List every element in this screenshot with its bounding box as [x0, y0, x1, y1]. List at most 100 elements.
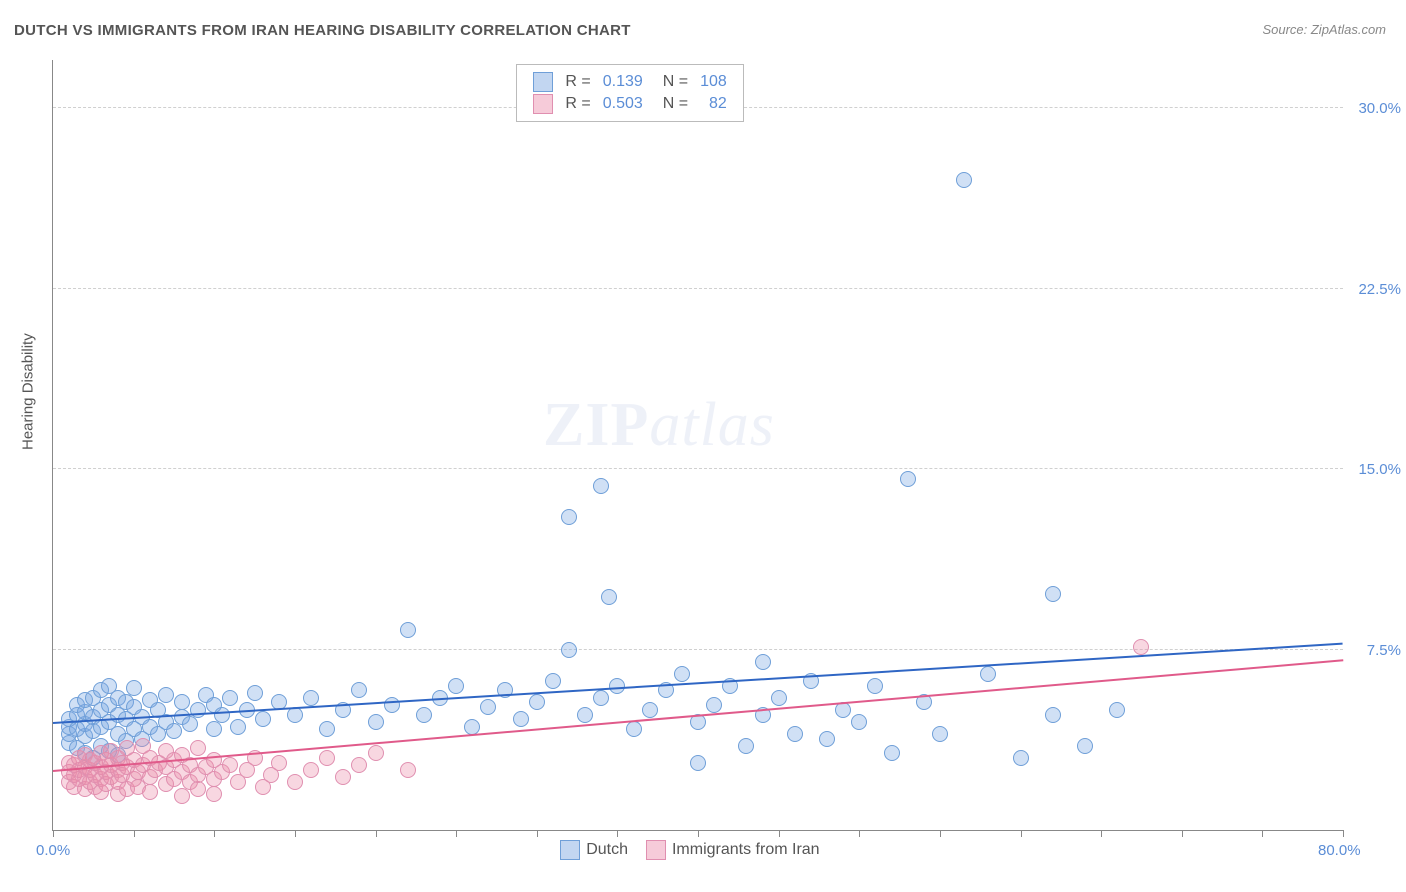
scatter-point [561, 642, 577, 658]
legend-swatch [646, 840, 666, 860]
scatter-point [368, 714, 384, 730]
scatter-point [222, 757, 238, 773]
legend-swatch [533, 94, 553, 114]
scatter-point [335, 769, 351, 785]
scatter-point [384, 697, 400, 713]
y-tick-label: 22.5% [1358, 281, 1401, 298]
scatter-point [1109, 702, 1125, 718]
scatter-point [206, 786, 222, 802]
scatter-point [529, 694, 545, 710]
x-tick [53, 830, 54, 837]
scatter-point [738, 738, 754, 754]
scatter-point [174, 788, 190, 804]
scatter-point [400, 762, 416, 778]
scatter-point [480, 699, 496, 715]
scatter-point [182, 716, 198, 732]
scatter-point [1045, 586, 1061, 602]
gridline [53, 288, 1343, 289]
x-tick [537, 830, 538, 837]
scatter-point [351, 757, 367, 773]
scatter-point [771, 690, 787, 706]
scatter-point [1045, 707, 1061, 723]
scatter-point [593, 478, 609, 494]
scatter-point [867, 678, 883, 694]
scatter-point [400, 622, 416, 638]
x-tick [214, 830, 215, 837]
x-tick [1343, 830, 1344, 837]
scatter-point [416, 707, 432, 723]
scatter-point [819, 731, 835, 747]
scatter-point [142, 784, 158, 800]
x-tick [456, 830, 457, 837]
scatter-point [626, 721, 642, 737]
x-tick [779, 830, 780, 837]
scatter-point [1133, 639, 1149, 655]
x-tick [617, 830, 618, 837]
scatter-point [368, 745, 384, 761]
scatter-point [787, 726, 803, 742]
chart-title: DUTCH VS IMMIGRANTS FROM IRAN HEARING DI… [14, 22, 631, 39]
scatter-point [1013, 750, 1029, 766]
scatter-point [271, 755, 287, 771]
series-legend: Dutch Immigrants from Iran [542, 840, 819, 860]
y-axis-label: Hearing Disability [20, 333, 37, 450]
scatter-point [206, 721, 222, 737]
scatter-point [513, 711, 529, 727]
scatter-point [577, 707, 593, 723]
scatter-point [190, 740, 206, 756]
scatter-point [674, 666, 690, 682]
scatter-point [884, 745, 900, 761]
gridline [53, 468, 1343, 469]
x-tick [1101, 830, 1102, 837]
x-max-label: 80.0% [1318, 842, 1361, 859]
scatter-point [642, 702, 658, 718]
scatter-point [561, 509, 577, 525]
x-tick [134, 830, 135, 837]
scatter-point [230, 719, 246, 735]
trend-line [53, 643, 1343, 724]
scatter-point [174, 694, 190, 710]
legend-label: Immigrants from Iran [672, 841, 820, 858]
scatter-point [303, 690, 319, 706]
scatter-point [287, 774, 303, 790]
scatter-point [690, 755, 706, 771]
gridline [53, 649, 1343, 650]
scatter-point [900, 471, 916, 487]
scatter-point [319, 721, 335, 737]
watermark: ZIPatlas [543, 390, 775, 461]
scatter-point [932, 726, 948, 742]
scatter-point [247, 685, 263, 701]
y-tick-label: 30.0% [1358, 100, 1401, 117]
x-tick [376, 830, 377, 837]
scatter-point [166, 723, 182, 739]
scatter-point [609, 678, 625, 694]
x-tick [1262, 830, 1263, 837]
scatter-point [255, 711, 271, 727]
scatter-point [545, 673, 561, 689]
legend-swatch [560, 840, 580, 860]
correlation-legend: R =0.139N =108R =0.503N =82 [516, 64, 743, 122]
x-tick [698, 830, 699, 837]
x-tick [1021, 830, 1022, 837]
scatter-point [1077, 738, 1093, 754]
plot-area: ZIPatlas 7.5%15.0%22.5%30.0% [52, 60, 1343, 831]
chart-container: DUTCH VS IMMIGRANTS FROM IRAN HEARING DI… [0, 0, 1406, 892]
source-citation: Source: ZipAtlas.com [1262, 22, 1386, 37]
scatter-point [464, 719, 480, 735]
y-tick-label: 7.5% [1367, 642, 1401, 659]
x-tick [1182, 830, 1183, 837]
x-tick [295, 830, 296, 837]
x-tick [940, 830, 941, 837]
scatter-point [214, 707, 230, 723]
origin-label: 0.0% [36, 842, 70, 859]
scatter-point [956, 172, 972, 188]
legend-label: Dutch [586, 841, 628, 858]
scatter-point [351, 682, 367, 698]
scatter-point [190, 781, 206, 797]
scatter-point [319, 750, 335, 766]
scatter-point [126, 680, 142, 696]
scatter-point [755, 654, 771, 670]
x-tick [859, 830, 860, 837]
scatter-point [222, 690, 238, 706]
scatter-point [980, 666, 996, 682]
